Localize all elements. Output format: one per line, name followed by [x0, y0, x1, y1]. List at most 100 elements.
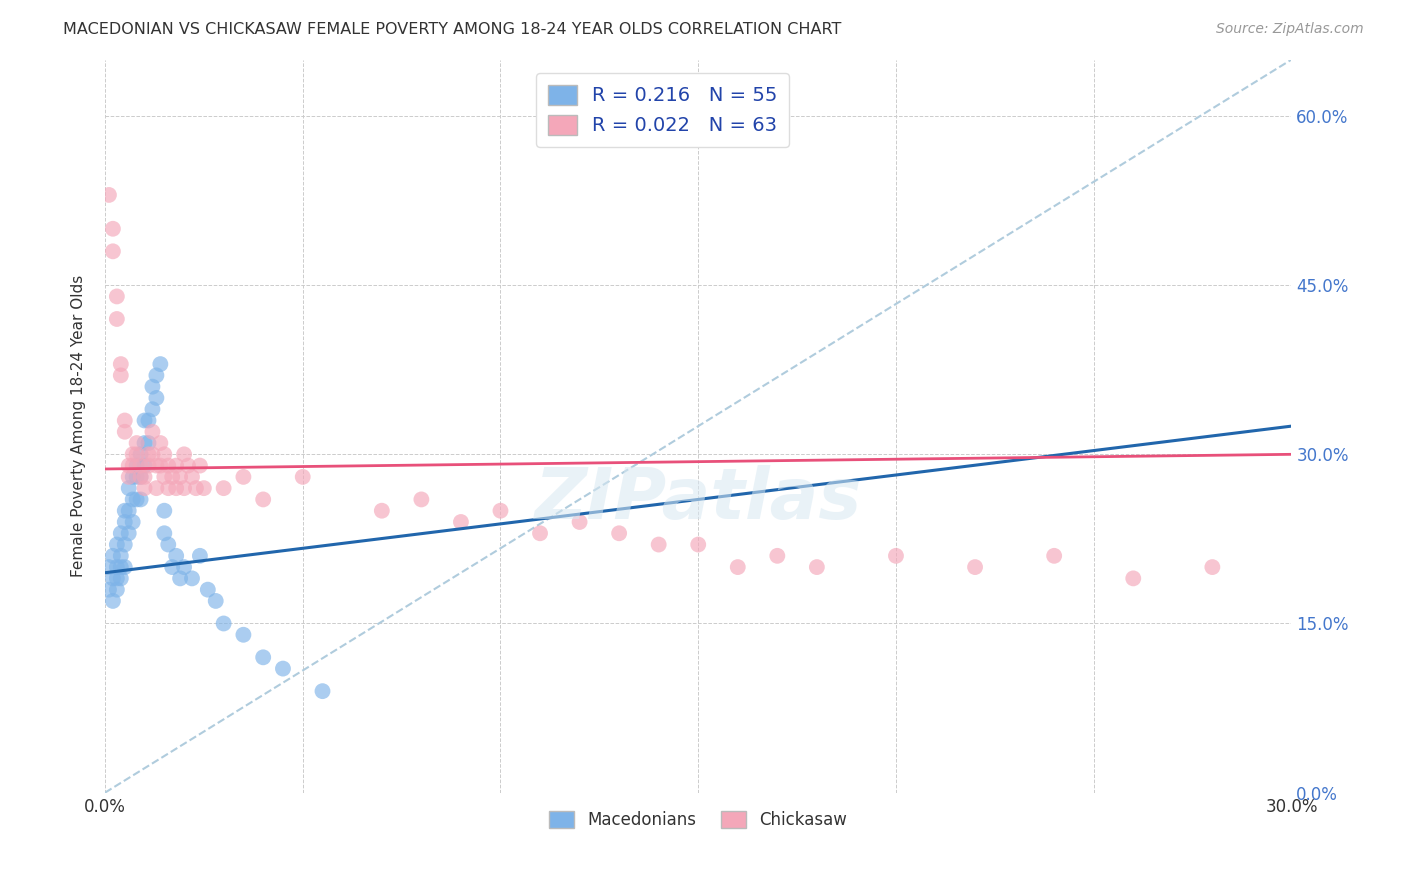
Point	[138, 436, 160, 450]
Point	[114, 504, 136, 518]
Point	[118, 481, 141, 495]
Point	[884, 549, 907, 563]
Point	[114, 560, 136, 574]
Point	[121, 458, 143, 473]
Point	[647, 537, 669, 551]
Point	[271, 662, 294, 676]
Point	[160, 560, 183, 574]
Point	[193, 481, 215, 495]
Point	[110, 571, 132, 585]
Point	[141, 425, 163, 439]
Point	[197, 582, 219, 597]
Point	[311, 684, 333, 698]
Point	[125, 470, 148, 484]
Point	[1201, 560, 1223, 574]
Point	[568, 515, 591, 529]
Text: Source: ZipAtlas.com: Source: ZipAtlas.com	[1216, 22, 1364, 37]
Point	[101, 221, 124, 235]
Point	[232, 628, 254, 642]
Point	[129, 447, 152, 461]
Point	[153, 447, 176, 461]
Point	[118, 470, 141, 484]
Point	[1043, 549, 1066, 563]
Point	[529, 526, 551, 541]
Point	[134, 470, 156, 484]
Legend: Macedonians, Chickasaw: Macedonians, Chickasaw	[543, 804, 855, 836]
Point	[153, 504, 176, 518]
Point	[212, 481, 235, 495]
Point	[105, 582, 128, 597]
Point	[252, 492, 274, 507]
Point	[165, 549, 187, 563]
Point	[141, 447, 163, 461]
Point	[688, 537, 710, 551]
Point	[134, 413, 156, 427]
Point	[371, 504, 394, 518]
Point	[232, 470, 254, 484]
Point	[129, 470, 152, 484]
Point	[138, 413, 160, 427]
Text: MACEDONIAN VS CHICKASAW FEMALE POVERTY AMONG 18-24 YEAR OLDS CORRELATION CHART: MACEDONIAN VS CHICKASAW FEMALE POVERTY A…	[63, 22, 842, 37]
Point	[110, 526, 132, 541]
Point	[212, 616, 235, 631]
Point	[105, 560, 128, 574]
Point	[121, 447, 143, 461]
Point	[101, 594, 124, 608]
Point	[252, 650, 274, 665]
Point	[160, 470, 183, 484]
Text: ZIPatlas: ZIPatlas	[534, 465, 862, 534]
Point	[134, 481, 156, 495]
Point	[114, 537, 136, 551]
Point	[105, 312, 128, 326]
Point	[141, 402, 163, 417]
Point	[157, 481, 180, 495]
Point	[1122, 571, 1144, 585]
Point	[97, 560, 120, 574]
Point	[204, 594, 226, 608]
Point	[121, 492, 143, 507]
Point	[118, 526, 141, 541]
Point	[138, 447, 160, 461]
Point	[129, 458, 152, 473]
Point	[129, 470, 152, 484]
Point	[965, 560, 987, 574]
Point	[169, 571, 191, 585]
Point	[149, 357, 172, 371]
Point	[145, 368, 167, 383]
Point	[165, 481, 187, 495]
Point	[138, 458, 160, 473]
Point	[125, 458, 148, 473]
Point	[153, 470, 176, 484]
Point	[125, 447, 148, 461]
Point	[97, 188, 120, 202]
Point	[766, 549, 789, 563]
Point	[177, 458, 200, 473]
Point	[110, 549, 132, 563]
Point	[173, 447, 195, 461]
Point	[121, 515, 143, 529]
Point	[153, 526, 176, 541]
Point	[607, 526, 630, 541]
Point	[105, 537, 128, 551]
Point	[134, 458, 156, 473]
Point	[165, 458, 187, 473]
Point	[110, 368, 132, 383]
Point	[118, 458, 141, 473]
Point	[114, 425, 136, 439]
Point	[489, 504, 512, 518]
Point	[145, 391, 167, 405]
Point	[173, 481, 195, 495]
Point	[450, 515, 472, 529]
Point	[110, 560, 132, 574]
Point	[110, 357, 132, 371]
Point	[141, 379, 163, 393]
Point	[157, 537, 180, 551]
Point	[101, 244, 124, 259]
Point	[149, 458, 172, 473]
Point	[145, 481, 167, 495]
Point	[188, 549, 211, 563]
Point	[184, 481, 207, 495]
Point	[125, 436, 148, 450]
Point	[97, 582, 120, 597]
Point	[188, 458, 211, 473]
